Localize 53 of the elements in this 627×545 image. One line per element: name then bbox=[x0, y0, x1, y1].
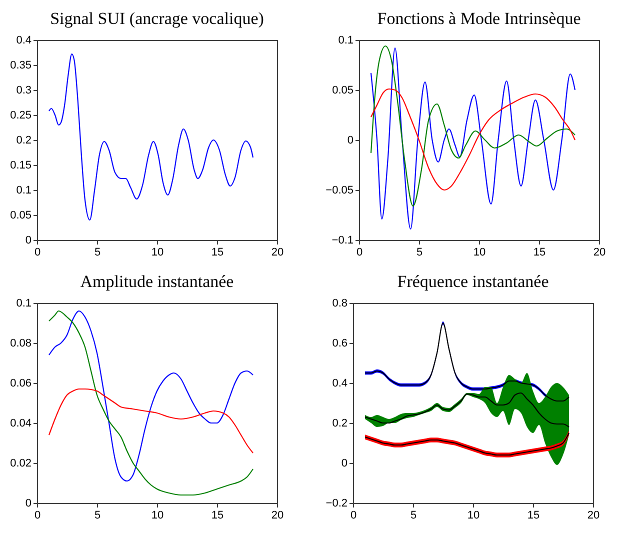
chart-title: Fonctions à Mode Intrinsèque bbox=[377, 9, 581, 28]
y-tick-label: 0.4 bbox=[332, 378, 348, 390]
x-tick-label: 20 bbox=[271, 246, 284, 258]
y-tick-label: 0.05 bbox=[10, 210, 32, 222]
y-tick-label: −0.05 bbox=[326, 184, 354, 196]
y-tick-label: 0.35 bbox=[10, 60, 32, 72]
x-tick-label: 5 bbox=[94, 510, 101, 522]
y-tick-label: −0.1 bbox=[332, 234, 354, 246]
x-tick-label: 15 bbox=[211, 246, 224, 258]
x-tick-label: 5 bbox=[410, 510, 417, 522]
x-tick-label: 20 bbox=[271, 510, 284, 522]
chart-title: Amplitude instantanée bbox=[80, 272, 234, 291]
x-tick-label: 10 bbox=[151, 510, 164, 522]
x-tick-label: 10 bbox=[467, 510, 480, 522]
x-tick-label: 10 bbox=[151, 246, 164, 258]
y-tick-label: 0.15 bbox=[10, 160, 32, 172]
y-tick-label: 0.1 bbox=[16, 298, 32, 310]
y-tick-label: 0 bbox=[25, 234, 32, 246]
y-tick-label: 0.06 bbox=[10, 378, 32, 390]
y-tick-label: 0.04 bbox=[10, 418, 32, 430]
y-tick-label: 0 bbox=[347, 134, 354, 146]
y-tick-label: 0.6 bbox=[332, 338, 348, 350]
x-tick-label: 15 bbox=[527, 510, 540, 522]
line-series bbox=[48, 388, 254, 454]
y-tick-label: 0.25 bbox=[10, 110, 32, 122]
x-tick-label: 20 bbox=[587, 510, 600, 522]
x-tick-label: 5 bbox=[416, 246, 423, 258]
y-tick-label: 0.1 bbox=[338, 34, 354, 46]
y-tick-label: 0 bbox=[341, 458, 348, 470]
y-tick-label: 0.08 bbox=[10, 338, 32, 350]
y-tick-label: 0.3 bbox=[16, 84, 32, 96]
y-tick-label: 0.4 bbox=[16, 34, 32, 46]
y-tick-label: −0.2 bbox=[326, 498, 348, 510]
x-tick-label: 0 bbox=[34, 246, 41, 258]
y-tick-label: 0.2 bbox=[332, 418, 348, 430]
y-tick-label: 0.05 bbox=[332, 84, 354, 96]
x-tick-label: 5 bbox=[94, 246, 101, 258]
line-series bbox=[370, 88, 576, 191]
x-tick-label: 20 bbox=[593, 246, 606, 258]
line-series bbox=[48, 53, 254, 221]
x-tick-label: 0 bbox=[34, 510, 41, 522]
y-tick-label: 0 bbox=[25, 498, 32, 510]
y-tick-label: 0.1 bbox=[16, 184, 32, 196]
chart-title: Signal SUI (ancrage vocalique) bbox=[50, 9, 264, 28]
y-tick-label: 0.2 bbox=[16, 134, 32, 146]
x-tick-label: 15 bbox=[533, 246, 546, 258]
line-series bbox=[364, 392, 570, 428]
chart-title: Fréquence instantanée bbox=[397, 272, 549, 291]
y-tick-label: 0.02 bbox=[10, 458, 32, 470]
x-tick-label: 10 bbox=[473, 246, 486, 258]
y-tick-label: 0.8 bbox=[332, 298, 348, 310]
x-tick-label: 15 bbox=[211, 510, 224, 522]
x-tick-label: 0 bbox=[356, 246, 363, 258]
